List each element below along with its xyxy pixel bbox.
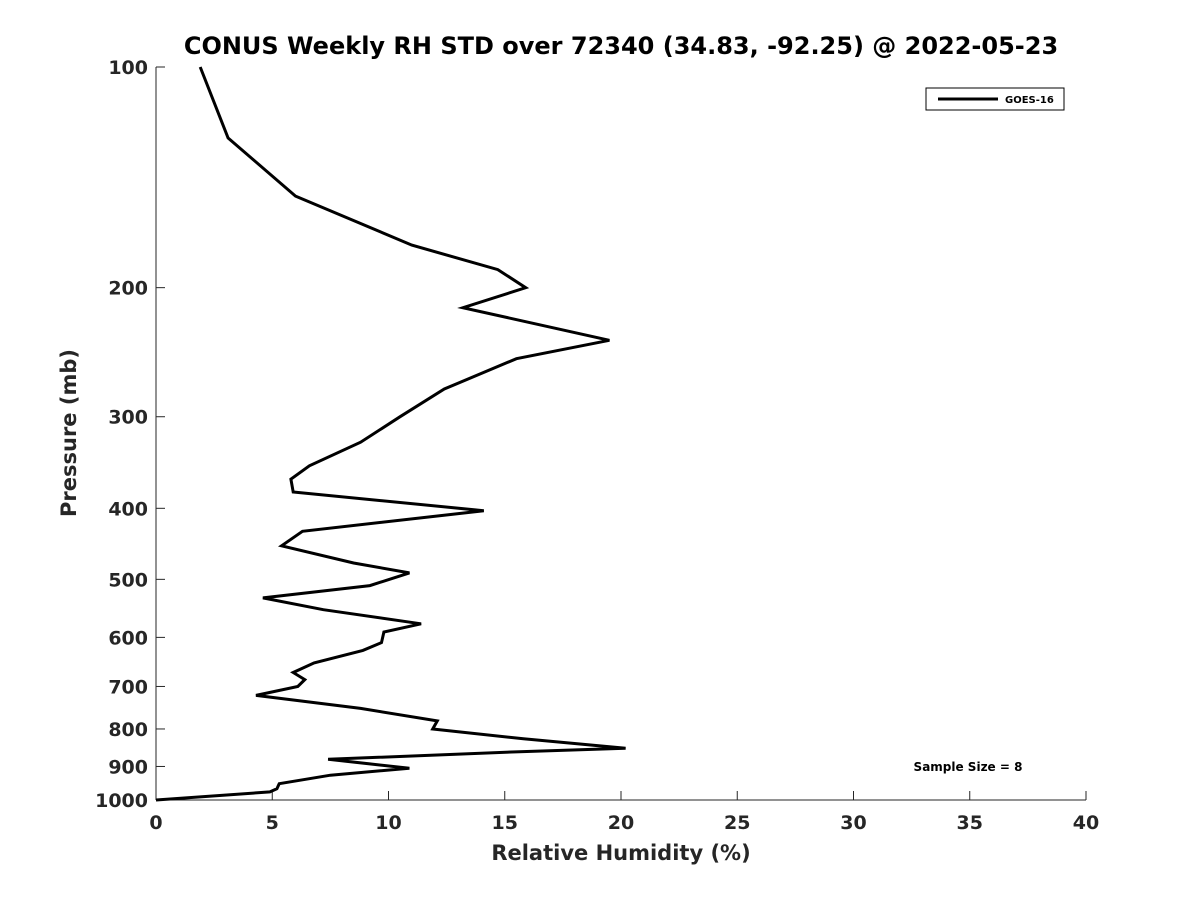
legend-label-goes-16: GOES-16 (1005, 95, 1054, 106)
y-axis-label: Pressure (mb) (57, 349, 81, 517)
y-tick-label: 100 (108, 57, 148, 79)
x-axis: 0 5 10 15 20 25 30 35 40 (149, 791, 1099, 834)
x-tick-label: 35 (957, 812, 983, 834)
y-tick-label: 1000 (95, 790, 148, 812)
y-tick-label: 500 (108, 569, 148, 591)
x-tick-label: 30 (840, 812, 866, 834)
x-tick-label: 25 (724, 812, 750, 834)
y-tick-label: 400 (108, 498, 148, 520)
y-tick-label: 800 (108, 719, 148, 741)
y-axis: 100 200 300 400 500 600 700 800 900 1000 (95, 57, 165, 812)
plot-area (156, 67, 1086, 800)
legend: GOES-16 (925, 87, 1065, 111)
x-tick-label: 5 (266, 812, 279, 834)
y-tick-label: 900 (108, 756, 148, 778)
x-axis-label: Relative Humidity (%) (491, 841, 750, 865)
y-tick-label: 200 (108, 278, 148, 300)
y-tick-label: 700 (108, 676, 148, 698)
y-tick-label: 300 (108, 407, 148, 429)
x-tick-label: 10 (375, 812, 401, 834)
y-tick-label: 600 (108, 627, 148, 649)
x-tick-label: 0 (149, 812, 162, 834)
x-tick-label: 15 (492, 812, 518, 834)
x-tick-label: 20 (608, 812, 634, 834)
chart-title: CONUS Weekly RH STD over 72340 (34.83, -… (184, 32, 1058, 60)
x-tick-label: 40 (1073, 812, 1099, 834)
series-layer (155, 66, 626, 802)
sample-size-annotation: Sample Size = 8 (914, 760, 1023, 774)
series-line-goes-16 (155, 66, 626, 802)
